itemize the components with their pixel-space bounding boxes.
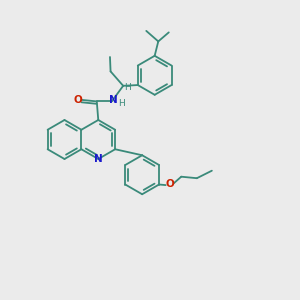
Text: N: N <box>110 94 118 105</box>
Text: H: H <box>118 99 125 108</box>
Text: O: O <box>166 179 175 189</box>
Text: H: H <box>124 83 131 92</box>
Text: O: O <box>73 95 82 105</box>
Text: N: N <box>94 154 103 164</box>
